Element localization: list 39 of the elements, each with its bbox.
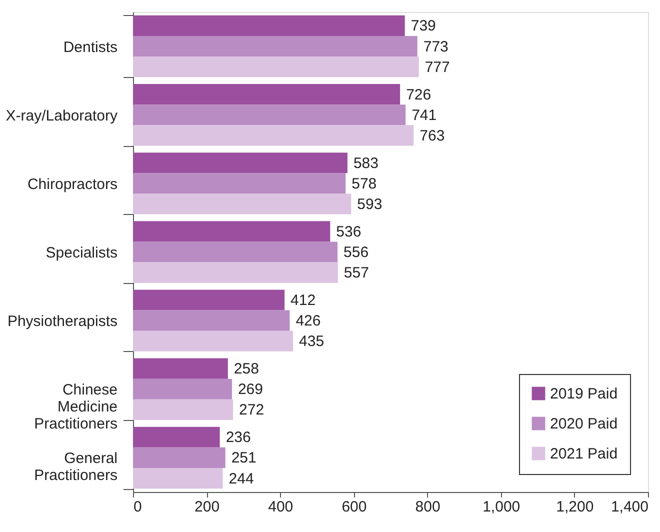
- data-label: 739: [410, 18, 436, 35]
- data-label: 258: [234, 360, 259, 378]
- data-label: 726: [406, 86, 432, 104]
- data-label: 593: [357, 196, 382, 213]
- x-tick-label: 0: [134, 498, 142, 516]
- data-label: 741: [412, 106, 437, 124]
- data-label: 435: [299, 333, 324, 350]
- data-label: 269: [238, 381, 263, 398]
- x-tick-label: 1,400: [610, 498, 648, 516]
- y-tick-label: Chinese Medicine Practitioners: [34, 382, 118, 433]
- data-label: 412: [290, 292, 316, 309]
- data-label: 777: [424, 58, 450, 76]
- x-tick-label: 600: [342, 498, 367, 516]
- y-tick-label: Physiotherapists: [7, 313, 118, 330]
- data-label: 557: [344, 264, 369, 282]
- x-tick-label: 400: [268, 498, 294, 516]
- data-label: 773: [423, 38, 448, 56]
- y-tick-label: Specialists: [46, 244, 118, 262]
- data-label: 578: [352, 175, 377, 192]
- x-tick-label: 800: [415, 498, 440, 516]
- x-tick-label: 1,000: [482, 498, 520, 516]
- y-tick-label: Chiropractors: [27, 176, 118, 193]
- y-tick-label: Dentists: [63, 38, 118, 56]
- data-label: 556: [344, 244, 369, 261]
- data-label: 583: [353, 154, 378, 172]
- data-label: 251: [231, 450, 256, 467]
- y-tick-label: X-ray/Laboratory: [6, 107, 118, 124]
- legend-label: 2019 Paid: [550, 386, 618, 402]
- x-tick-label: 1,200: [556, 498, 594, 516]
- data-label: 536: [336, 223, 362, 240]
- data-label: 272: [239, 402, 264, 419]
- data-label: 236: [226, 429, 251, 446]
- y-tick-label: General Practitioners: [34, 450, 118, 484]
- legend-label: 2021 Paid: [550, 446, 618, 462]
- data-label: 244: [228, 470, 254, 488]
- x-tick-label: 200: [194, 498, 220, 516]
- data-label: 763: [420, 127, 445, 144]
- data-label: 426: [296, 312, 321, 330]
- legend-label: 2020 Paid: [550, 416, 618, 432]
